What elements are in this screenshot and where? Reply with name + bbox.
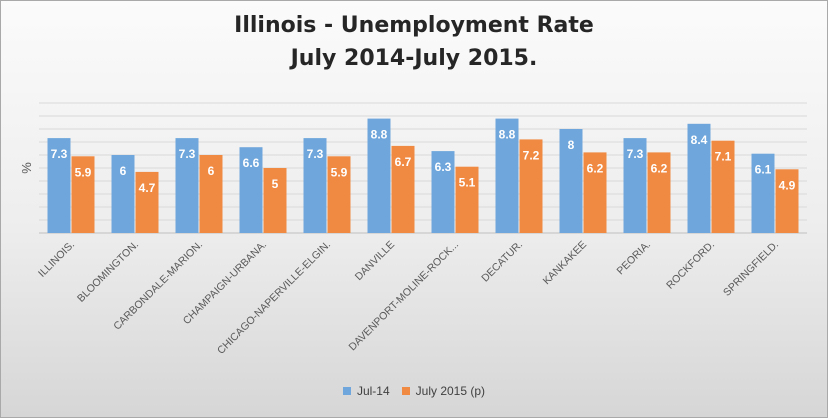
bar [711, 140, 735, 233]
data-label: 4.7 [139, 181, 156, 195]
bar [111, 155, 135, 233]
data-label: 8.8 [371, 128, 388, 142]
x-tick-label: PEORIA. [615, 239, 654, 278]
legend-item-july-2015: July 2015 (p) [401, 384, 486, 398]
bar [431, 151, 455, 233]
bar [751, 153, 775, 233]
bar [519, 139, 543, 233]
bar [199, 155, 223, 233]
bar [583, 152, 607, 233]
x-tick-label: ROCKFORD. [664, 239, 717, 292]
x-tick-label: KANKAKEE [541, 239, 590, 288]
bar [623, 138, 647, 233]
data-label: 5 [272, 177, 279, 191]
x-tick-label: DANVILLE [353, 239, 397, 283]
bar [391, 145, 415, 233]
chart-title-line1: Illinois - Unemployment Rate [234, 13, 594, 38]
data-label: 7.3 [627, 147, 644, 161]
bar [135, 171, 159, 233]
bar [647, 152, 671, 233]
x-tick-label: DAVENPORT-MOLINE-ROCK... [346, 239, 461, 354]
data-label: 6.2 [651, 161, 668, 175]
legend-label-july-2015: July 2015 (p) [415, 384, 486, 398]
bar [263, 168, 287, 233]
data-label: 6.6 [243, 156, 260, 170]
legend-label-jul-14: Jul-14 [356, 384, 390, 398]
bar [327, 156, 351, 233]
data-label: 6 [120, 164, 127, 178]
legend-swatch-jul-14 [342, 387, 351, 395]
chart-title: Illinois - Unemployment Rate July 2014-J… [1, 9, 827, 75]
data-label: 7.1 [715, 150, 732, 164]
bar [455, 166, 479, 233]
bar [239, 147, 263, 233]
data-label: 6.2 [587, 161, 604, 175]
data-label: 7.2 [523, 148, 540, 162]
data-label: 6.3 [435, 160, 452, 174]
data-label: 6.7 [395, 155, 412, 169]
data-label: 6 [208, 164, 215, 178]
x-tick-label: ILLINOIS. [36, 239, 77, 280]
data-label: 4.9 [779, 178, 796, 192]
data-label: 8.4 [691, 133, 708, 147]
data-label: 6.1 [755, 163, 772, 177]
x-tick-label: CHICAGO-NAPERVILLE-ELGIN. [215, 239, 333, 357]
bar [47, 138, 71, 233]
bar [687, 123, 711, 233]
legend-swatch-july-2015 [401, 387, 410, 395]
chart-title-line2: July 2014-July 2015. [290, 46, 538, 71]
legend-item-jul-14: Jul-14 [342, 384, 390, 398]
legend: Jul-14 July 2015 (p) [1, 384, 827, 398]
bar [495, 118, 519, 233]
data-label: 8.8 [499, 128, 516, 142]
data-label: 7.3 [51, 147, 68, 161]
bar [559, 129, 583, 233]
data-label: 8 [568, 138, 575, 152]
data-label: 5.1 [459, 176, 476, 190]
x-tick-label: DECATUR. [479, 239, 525, 285]
data-label: 5.9 [75, 165, 92, 179]
y-axis-label: % [19, 162, 34, 174]
bar [71, 156, 95, 233]
bar-chart: %7.35.9ILLINOIS.64.7BLOOMINGTON.7.36CARB… [19, 102, 807, 357]
bar [775, 169, 799, 233]
x-tick-label: SPRINGFIELD. [721, 239, 781, 299]
data-label: 7.3 [307, 147, 324, 161]
data-label: 7.3 [179, 147, 196, 161]
bar [367, 118, 391, 233]
bar [175, 138, 199, 233]
data-label: 5.9 [331, 165, 348, 179]
x-tick-label: BLOOMINGTON. [75, 239, 141, 305]
bar [303, 138, 327, 233]
